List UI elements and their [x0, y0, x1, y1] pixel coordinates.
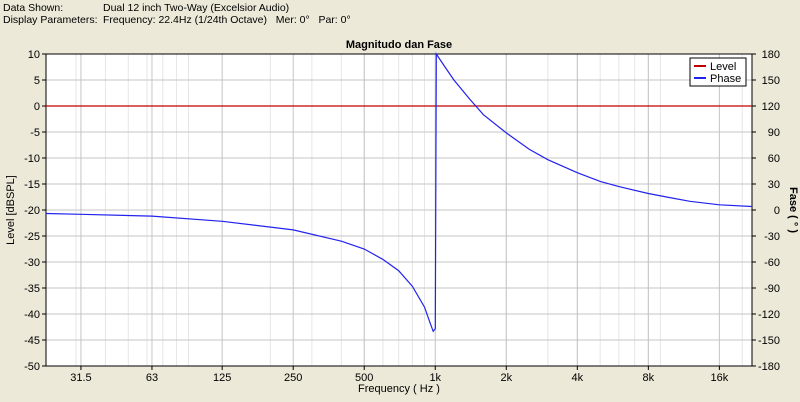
y-left-tick-label: -25: [24, 231, 40, 243]
y-right-tick-label: 150: [762, 75, 780, 87]
y-left-tick-label: 5: [34, 75, 40, 87]
y-left-axis-label: Level [dBSPL]: [5, 175, 17, 245]
y-right-tick-label: 90: [768, 127, 780, 139]
y-right-tick-label: -150: [758, 335, 780, 347]
y-left-tick-label: 10: [28, 49, 40, 61]
x-tick-label: 31.5: [70, 372, 91, 384]
display-parameters-line: Display Parameters: Frequency: 22.4Hz (1/…: [3, 14, 351, 26]
y-left-tick-label: -10: [24, 153, 40, 165]
y-right-tick-label: 180: [762, 49, 780, 61]
display-parameters-label: Display Parameters:: [3, 14, 98, 26]
y-left-tick-label: -30: [24, 257, 40, 269]
x-tick-label: 125: [213, 372, 231, 384]
y-left-tick-label: -45: [24, 335, 40, 347]
y-left-tick-label: 0: [34, 101, 40, 113]
data-shown-label: Data Shown:: [3, 2, 64, 14]
y-right-tick-label: -30: [764, 231, 780, 243]
x-tick-label: 63: [146, 372, 158, 384]
y-right-tick-label: -60: [764, 257, 780, 269]
y-left-tick-label: -15: [24, 179, 40, 191]
x-axis-label: Frequency ( Hz ): [358, 383, 440, 395]
y-left-tick-label: -20: [24, 205, 40, 217]
x-tick-label: 500: [355, 372, 373, 384]
x-tick-label: 250: [284, 372, 302, 384]
y-right-tick-label: 120: [762, 101, 780, 113]
y-right-tick-label: -180: [758, 361, 780, 373]
y-left-tick-label: -35: [24, 283, 40, 295]
legend-box: [689, 57, 747, 87]
series-line-phase: [45, 52, 753, 333]
y-right-tick-label: 60: [768, 153, 780, 165]
y-left-tick-label: -40: [24, 309, 40, 321]
chart-title: Magnitudo dan Fase: [346, 39, 452, 51]
data-shown-line: Data Shown: Dual 12 inch Two-Way (Excelsi…: [3, 2, 289, 14]
x-tick-label: 4k: [571, 372, 583, 384]
y-left-tick-label: -50: [24, 361, 40, 373]
y-right-tick-label: 0: [774, 205, 780, 217]
x-tick-label: 1k: [429, 372, 441, 384]
legend-label-phase: Phase: [710, 73, 741, 85]
y-left-tick-label: -5: [30, 127, 40, 139]
y-right-axis-label: Fase ( ° ): [787, 187, 799, 233]
y-right-tick-label: 30: [768, 179, 780, 191]
plot-border: [45, 53, 753, 367]
data-shown-value: Dual 12 inch Two-Way (Excelsior Audio): [103, 2, 290, 14]
legend-label-level: Level: [710, 61, 736, 73]
x-tick-label: 8k: [643, 372, 655, 384]
y-right-tick-label: -120: [758, 309, 780, 321]
y-right-tick-label: -90: [764, 283, 780, 295]
x-tick-label: 2k: [500, 372, 512, 384]
display-parameters-value: Frequency: 22.4Hz (1/24th Octave) Mer: 0…: [103, 14, 351, 26]
x-tick-label: 16k: [710, 372, 728, 384]
